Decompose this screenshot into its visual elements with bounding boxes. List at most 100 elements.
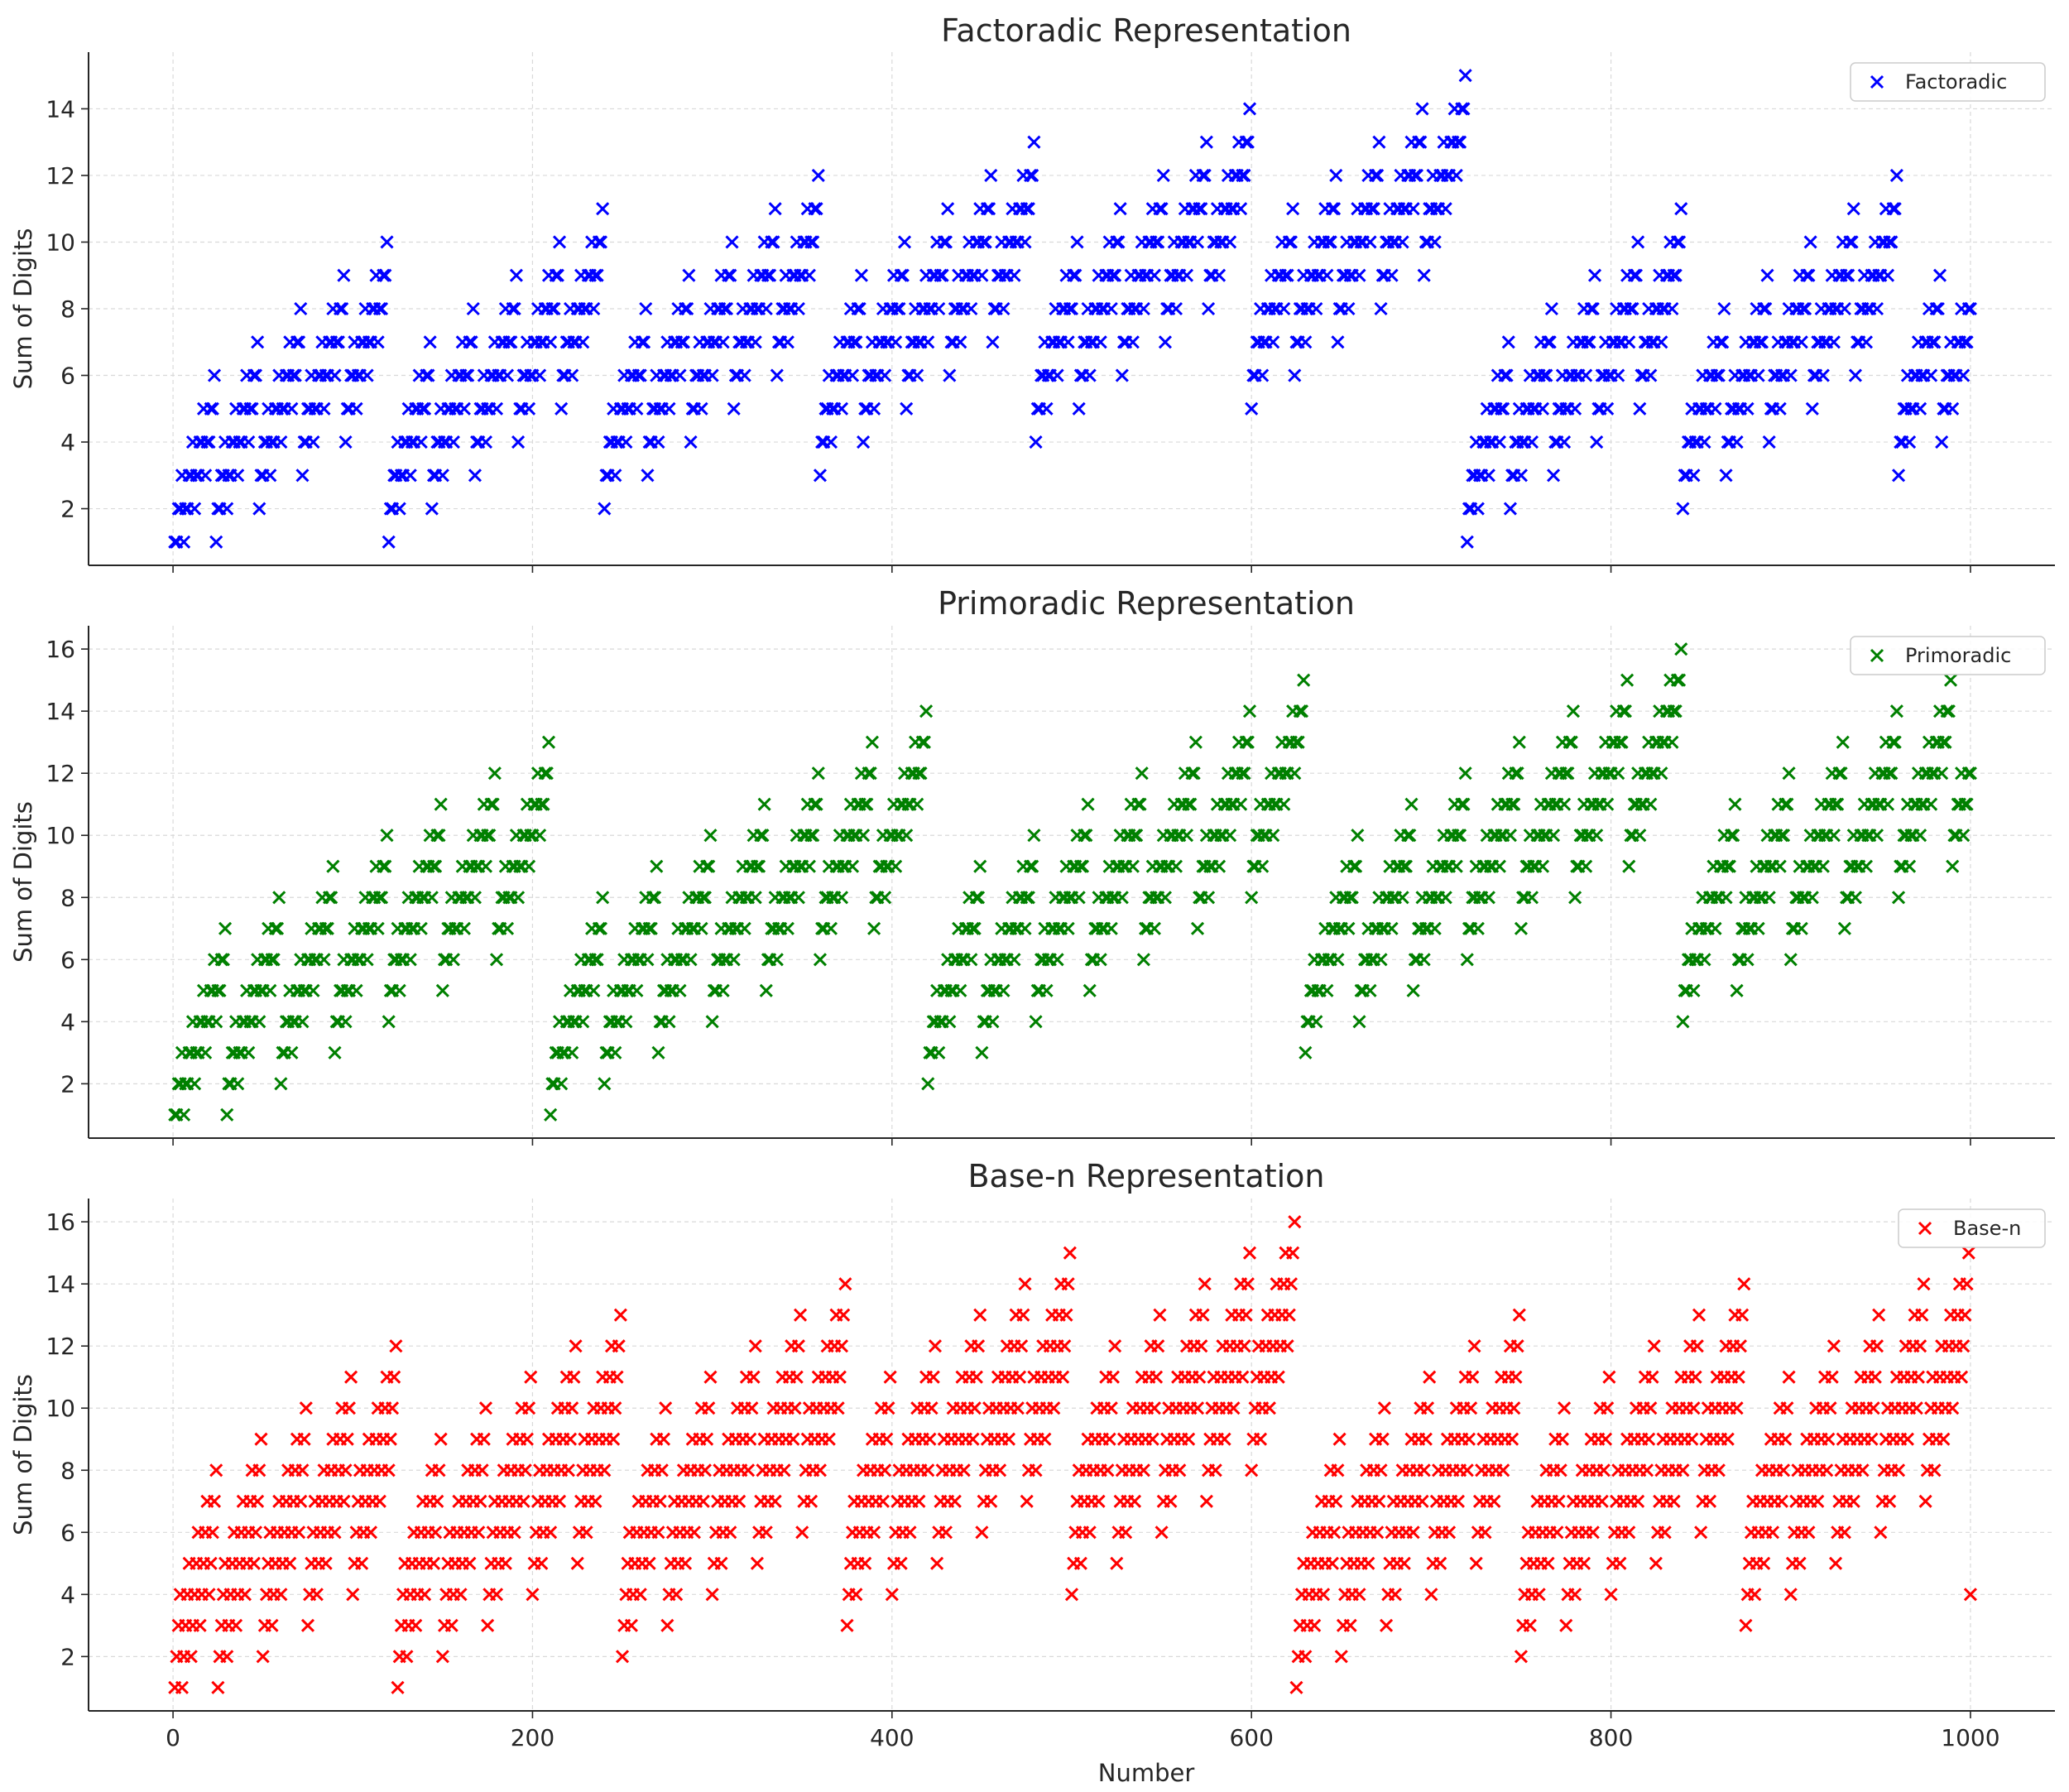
data-point: [1757, 1556, 1771, 1570]
data-point: [725, 235, 739, 249]
data-point: [1917, 1277, 1931, 1291]
data-point: [1027, 135, 1041, 149]
data-point: [1234, 797, 1248, 811]
data-point: [1415, 1494, 1429, 1508]
data-point: [1687, 468, 1701, 483]
data-point: [1127, 1494, 1142, 1508]
y-axis-label: Sum of Digits: [9, 228, 37, 390]
data-point: [211, 1680, 225, 1694]
data-point: [1514, 468, 1529, 483]
data-point: [383, 1432, 397, 1446]
data-point: [806, 235, 820, 249]
data-point: [934, 268, 948, 282]
data-point: [579, 1525, 593, 1540]
data-point: [768, 202, 782, 216]
data-point: [596, 202, 610, 216]
data-point: [1577, 1556, 1591, 1570]
data-point: [1794, 921, 1808, 935]
data-point: [1961, 1246, 1975, 1260]
data-point: [1284, 1277, 1299, 1291]
data-point: [1198, 1277, 1212, 1291]
data-point: [1147, 1401, 1161, 1415]
data-point: [1507, 1401, 1521, 1415]
x-tick-label: 1000: [1941, 1724, 1999, 1751]
data-point: [1217, 1432, 1231, 1446]
data-point: [243, 401, 257, 416]
data-point: [331, 335, 345, 349]
data-point: [651, 1045, 665, 1059]
data-point: [1870, 1339, 1884, 1353]
data-point: [975, 1525, 989, 1540]
data-point: [1078, 829, 1092, 843]
data-point: [943, 368, 957, 382]
data-point: [252, 1015, 266, 1029]
data-point: [1568, 891, 1582, 905]
data-point: [229, 1618, 243, 1632]
data-point: [808, 202, 822, 216]
data-point: [1633, 401, 1647, 416]
data-point: [1644, 797, 1658, 811]
data-point: [1050, 368, 1064, 382]
data-point: [1883, 1494, 1897, 1508]
data-point: [1855, 1463, 1870, 1477]
data-point: [1598, 1432, 1613, 1446]
data-point: [1828, 1556, 1843, 1570]
data-point: [1726, 829, 1740, 843]
data-point: [1960, 797, 1974, 811]
data-point: [1889, 704, 1903, 718]
data-point: [650, 859, 664, 873]
data-point: [468, 468, 482, 483]
data-point: [1471, 921, 1485, 935]
data-point: [823, 435, 838, 449]
data-point: [297, 1432, 311, 1446]
data-point: [1025, 859, 1039, 873]
data-point: [486, 797, 500, 811]
data-point: [1329, 168, 1343, 183]
data-point: [1020, 1494, 1034, 1508]
data-point: [1012, 1370, 1027, 1384]
data-point: [619, 435, 633, 449]
data-point: [698, 891, 713, 905]
y-tick-label: 14: [46, 95, 75, 123]
data-point: [1492, 435, 1506, 449]
data-point: [506, 301, 520, 316]
data-point: [1620, 673, 1635, 687]
data-point: [263, 468, 277, 483]
data-point: [1021, 202, 1035, 216]
data-point: [1399, 859, 1414, 873]
data-point: [1883, 766, 1897, 781]
data-point: [765, 235, 779, 249]
data-point: [1581, 335, 1595, 349]
data-point: [1783, 953, 1798, 967]
data-point: [1481, 891, 1495, 905]
data-point: [432, 1463, 446, 1477]
data-point: [851, 301, 865, 316]
data-point: [200, 435, 214, 449]
data-point: [1395, 235, 1409, 249]
data-point: [498, 1556, 512, 1570]
data-point: [718, 301, 732, 316]
data-point: [1665, 735, 1679, 749]
data-point: [1615, 735, 1629, 749]
data-point: [791, 1339, 805, 1353]
data-point: [1658, 1525, 1672, 1540]
data-point: [355, 1556, 369, 1570]
data-point: [863, 766, 877, 781]
data-point: [1104, 301, 1118, 316]
data-point: [1798, 301, 1812, 316]
data-point: [1963, 301, 1977, 316]
data-point: [1286, 1246, 1300, 1260]
data-point: [1072, 401, 1086, 416]
data-point: [1558, 435, 1572, 449]
data-point: [380, 829, 394, 843]
data-point: [1199, 135, 1213, 149]
data-point: [349, 983, 363, 997]
data-point: [216, 953, 230, 967]
data-point: [1963, 766, 1977, 781]
data-point: [306, 983, 320, 997]
data-point: [642, 921, 656, 935]
data-point: [971, 1339, 986, 1353]
data-point: [746, 1370, 761, 1384]
data-point: [1697, 953, 1711, 967]
data-point: [1946, 859, 1960, 873]
